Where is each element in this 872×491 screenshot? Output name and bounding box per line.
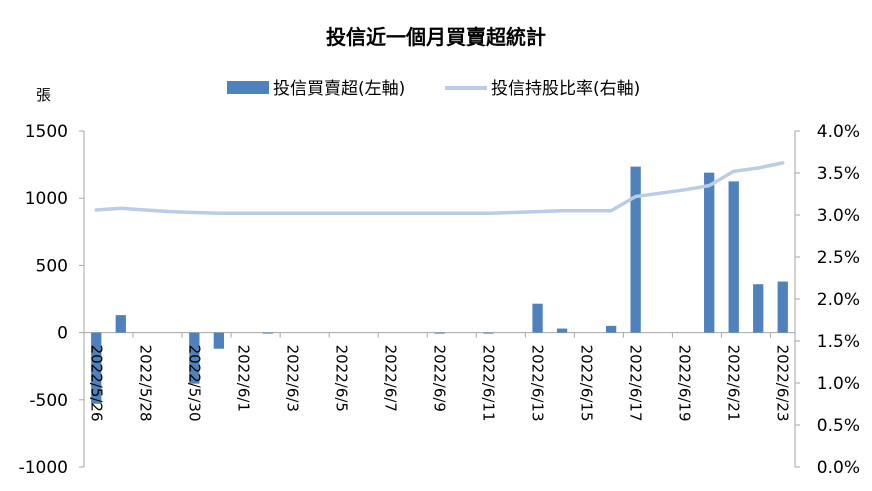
x-tick-label: 2022/6/19 [676, 345, 694, 422]
bar [115, 315, 126, 333]
holding-ratio-line [94, 161, 785, 216]
right-tick-label: 1.0% [817, 374, 860, 394]
x-tick-label: 2022/6/3 [283, 345, 301, 412]
right-tick-label: 0.5% [817, 416, 860, 436]
bar [728, 181, 739, 333]
right-tick-label: 2.5% [817, 248, 860, 268]
bar [483, 332, 494, 334]
bar [189, 332, 200, 384]
x-tick-label: 2022/6/23 [774, 345, 792, 422]
right-tick-label: 4.0% [817, 122, 860, 142]
bar [753, 284, 764, 333]
x-tick-label: 2022/6/11 [480, 345, 498, 422]
bar [605, 325, 617, 333]
left-tick-label: -1000 [19, 458, 68, 478]
x-tick-label: 2022/5/28 [136, 345, 154, 422]
legend-line-label: 投信持股比率(右軸) [491, 79, 640, 99]
left-axis-unit: 張 [36, 86, 51, 104]
chart-title: 投信近一個月買賣超統計 [326, 25, 546, 49]
legend: 投信買賣超(左軸) 投信持股比率(右軸) [227, 79, 640, 99]
bar [556, 328, 568, 333]
left-axis-ticks: -1000 -500 0 500 1000 1500 [19, 122, 84, 478]
bar [91, 332, 102, 404]
x-tick-label: 2022/6/9 [431, 345, 449, 412]
x-tick-label: 2022/5/30 [185, 345, 203, 422]
bar [434, 332, 445, 334]
x-tick-label: 2022/6/17 [627, 345, 645, 422]
legend-bar-label: 投信買賣超(左軸) [273, 79, 405, 99]
line-series [94, 161, 785, 216]
x-tick-label: 2022/6/5 [332, 345, 350, 412]
bar [262, 332, 274, 334]
bar [213, 332, 224, 349]
left-tick-label: 1000 [25, 189, 68, 209]
x-tick-label: 2022/6/7 [381, 345, 399, 412]
bar [704, 172, 715, 333]
left-tick-label: -500 [29, 391, 68, 411]
x-axis-ticks: 2022/5/26 2022/5/28 2022/5/30 2022/6/1 2022/… [83, 332, 792, 422]
bar [777, 281, 788, 333]
x-tick-label: 2022/5/26 [87, 345, 105, 422]
left-tick-label: 500 [36, 256, 68, 276]
x-tick-label: 2022/6/15 [578, 345, 596, 422]
right-tick-label: 1.5% [817, 332, 860, 352]
x-tick-label: 2022/6/1 [234, 345, 252, 412]
left-tick-label: 1500 [25, 122, 68, 142]
bar-series [91, 166, 788, 404]
right-tick-label: 0.0% [817, 458, 860, 478]
left-tick-label: 0 [57, 324, 68, 344]
legend-bar-swatch [227, 81, 269, 94]
right-axis-ticks: 0.0% 0.5% 1.0% 1.5% 2.0% 2.5% 3.0% 3.5% 4.0% [795, 122, 860, 478]
right-tick-label: 3.5% [817, 164, 860, 184]
right-tick-label: 3.0% [817, 206, 860, 226]
right-tick-label: 2.0% [817, 290, 860, 310]
bar [630, 166, 641, 333]
bar [532, 303, 543, 333]
x-tick-label: 2022/6/13 [529, 345, 547, 422]
x-tick-label: 2022/6/21 [725, 345, 743, 422]
